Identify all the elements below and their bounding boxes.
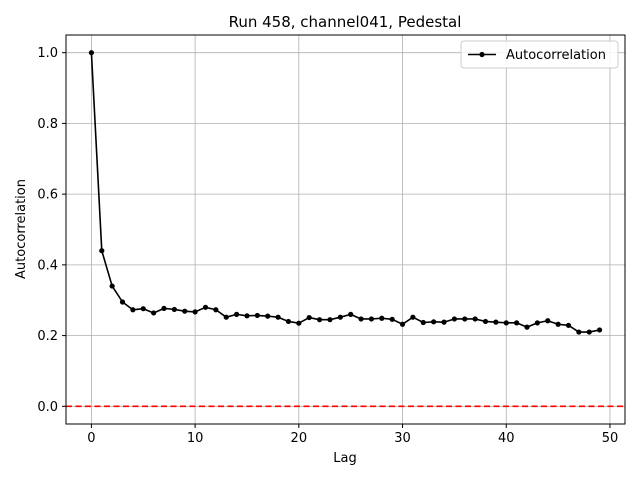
legend-box — [460, 40, 619, 69]
y-tick-label: 0.0 — [37, 400, 58, 415]
x-tick-label: 10 — [187, 431, 204, 446]
x-axis-title: Lag — [333, 451, 356, 466]
data-point — [140, 306, 146, 312]
data-point — [399, 321, 406, 327]
x-axis: 0 10 20 30 40 50 — [87, 424, 618, 446]
plot-frame — [65, 34, 626, 425]
data-point — [389, 316, 395, 322]
data-point — [503, 320, 509, 326]
x-tick-label: 40 — [498, 431, 515, 446]
data-point — [99, 248, 105, 254]
y-tick-label: 1.0 — [37, 46, 58, 61]
data-point — [420, 319, 426, 326]
data-point — [234, 311, 240, 317]
x-tick-label: 30 — [394, 431, 411, 446]
data-point — [545, 318, 551, 324]
data-point — [244, 313, 250, 319]
legend-marker-sample — [479, 51, 485, 58]
plot-area — [66, 50, 625, 408]
data-point — [296, 320, 302, 326]
data-point — [337, 314, 343, 320]
y-tick-label: 0.6 — [37, 188, 58, 203]
data-point — [451, 316, 457, 322]
y-tick-label: 0.2 — [37, 329, 58, 344]
data-point — [565, 322, 572, 328]
chart-title: Run 458, channel041, Pedestal — [229, 13, 462, 31]
data-point — [171, 306, 177, 313]
y-axis-title: Autocorrelation — [14, 179, 29, 279]
data-point — [306, 314, 312, 321]
data-point — [213, 307, 219, 313]
y-tick-label: 0.4 — [37, 258, 58, 273]
data-point — [265, 313, 271, 319]
data-point — [441, 319, 447, 325]
data-point — [576, 329, 582, 335]
data-point — [379, 315, 385, 321]
x-tick-label: 20 — [291, 431, 308, 446]
data-point — [482, 318, 489, 325]
data-point — [202, 304, 209, 310]
data-point — [130, 307, 136, 313]
data-point — [514, 320, 520, 326]
data-point — [182, 308, 188, 314]
y-tick-label: 0.8 — [37, 117, 58, 132]
data-point — [316, 317, 323, 323]
data-point — [596, 327, 603, 333]
data-point — [431, 319, 437, 325]
data-point — [586, 329, 592, 335]
data-point — [534, 320, 540, 326]
legend-label: Autocorrelation — [506, 48, 606, 63]
legend: Autocorrelation — [460, 40, 619, 69]
data-point — [285, 318, 292, 325]
data-point — [223, 314, 229, 320]
data-point — [348, 311, 354, 317]
data-point — [368, 316, 375, 322]
data-point — [472, 316, 478, 322]
data-point — [524, 324, 530, 330]
data-point — [254, 312, 260, 319]
data-point — [161, 305, 167, 311]
data-point — [493, 319, 499, 325]
data-point — [410, 314, 416, 320]
data-point — [327, 317, 333, 323]
data-point — [88, 50, 95, 56]
y-axis: 0.0 0.2 0.4 0.6 0.8 1.0 — [37, 46, 66, 415]
data-point — [119, 299, 126, 305]
data-point — [462, 316, 468, 322]
data-point — [109, 283, 115, 289]
data-point — [192, 309, 198, 315]
x-tick-label: 50 — [602, 431, 619, 446]
data-point — [275, 314, 281, 320]
data-point — [151, 310, 157, 316]
data-point — [555, 321, 561, 327]
grid — [66, 35, 625, 424]
data-point — [358, 316, 364, 322]
x-tick-label: 0 — [87, 431, 95, 446]
